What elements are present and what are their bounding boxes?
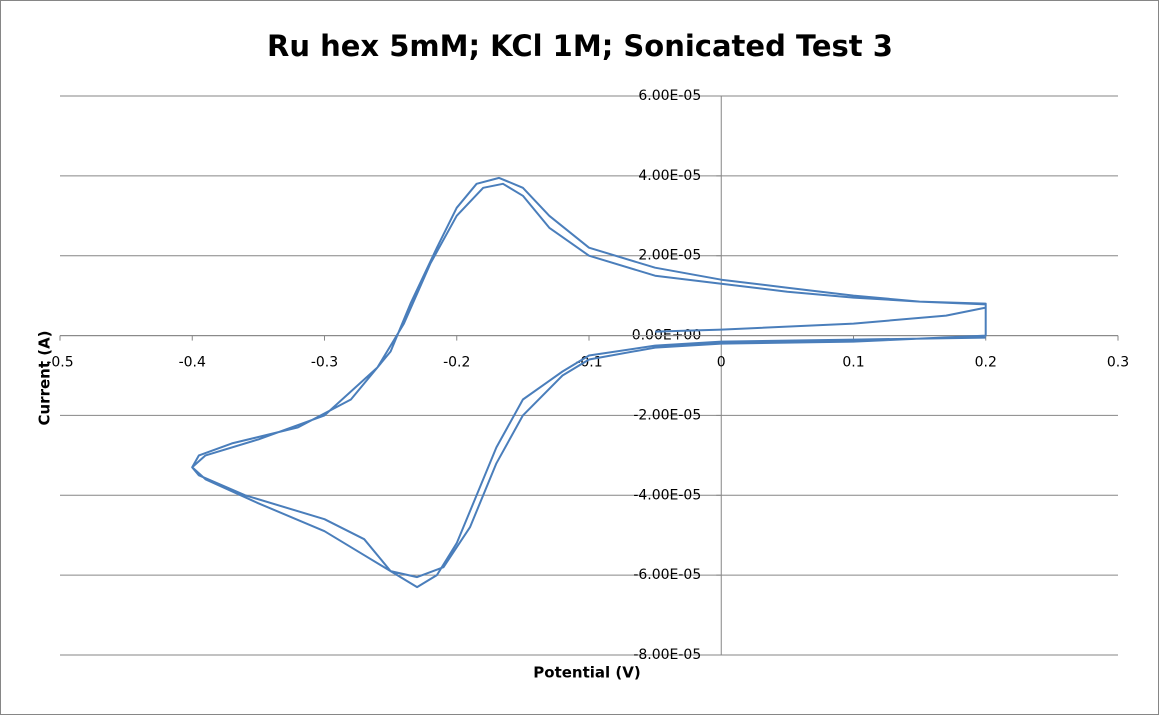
x-tick-label: -0.5 [46,355,73,371]
y-tick-label: 4.00E-05 [638,168,701,184]
y-tick-label: 2.00E-05 [638,248,701,264]
x-tick-label: 0 [717,355,726,371]
x-tick-label: -0.4 [179,355,206,371]
cv-curve [191,176,987,589]
x-tick-label: 0.3 [1107,355,1129,371]
y-tick-label: -8.00E-05 [633,647,701,663]
y-tick-label: 6.00E-05 [638,88,701,104]
chart-title: Ru hex 5mM; KCl 1M; Sonicated Test 3 [267,29,893,63]
y-tick-label: -6.00E-05 [633,567,701,583]
x-tick-label: -0.2 [443,355,470,371]
y-axis-label: Current (A) [36,330,54,425]
x-axis-label: Potential (V) [533,664,640,682]
x-tick-label: -0.3 [311,355,338,371]
y-tick-label: -2.00E-05 [633,407,701,423]
x-tick-label: 0.2 [975,355,997,371]
x-tick-label: 0.1 [842,355,864,371]
y-tick-label: -4.00E-05 [633,487,701,503]
